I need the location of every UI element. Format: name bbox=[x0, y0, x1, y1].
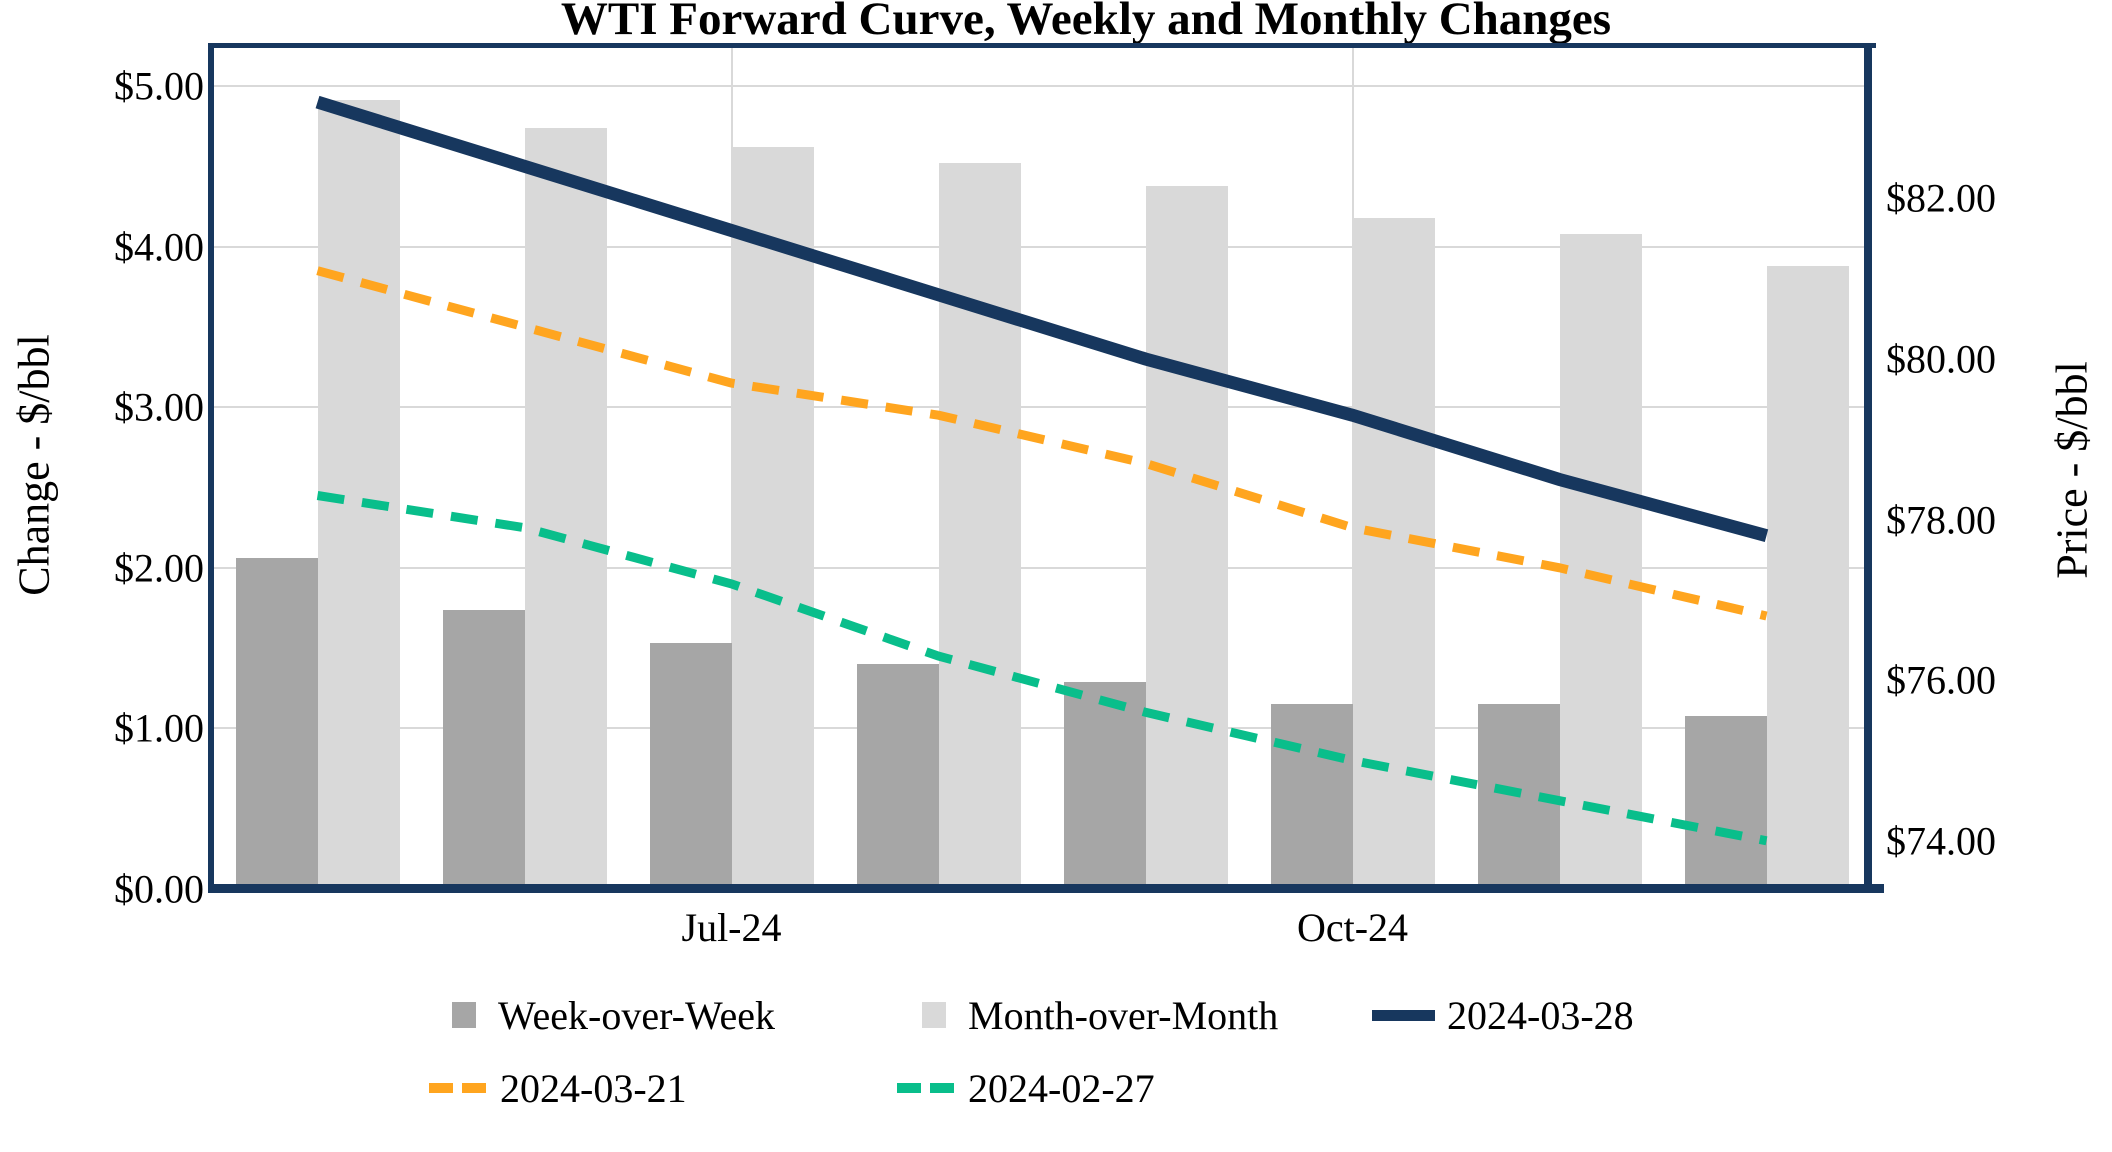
month-over-month-bar-Nov-24 bbox=[1559, 233, 1642, 889]
right-tick-$76.00: $76.00 bbox=[1886, 657, 1996, 703]
horizontal-gridline bbox=[214, 85, 1870, 87]
green-dash-swatch bbox=[897, 1083, 954, 1093]
legend-label: 2024-03-21 bbox=[500, 1065, 687, 1111]
legend-item-2024-03-21: 2024-03-21 bbox=[429, 1064, 687, 1112]
legend-label: 2024-03-28 bbox=[1447, 992, 1634, 1038]
legend-item-month-over-month: Month-over-Month bbox=[922, 991, 1278, 1039]
right-axis-line bbox=[1864, 43, 1872, 891]
month-over-month-bar-Sep-24 bbox=[1145, 185, 1228, 889]
plot-frame-top bbox=[208, 43, 1876, 48]
week-over-week-bar-Jul-24 bbox=[649, 643, 732, 889]
legend-label: 2024-02-27 bbox=[968, 1065, 1155, 1111]
price-line-2024-02-27 bbox=[316, 491, 1768, 846]
chart-title: WTI Forward Curve, Weekly and Monthly Ch… bbox=[560, 0, 1612, 45]
price-line-2024-03-28 bbox=[315, 95, 1769, 542]
month-over-month-bar-Aug-24 bbox=[938, 163, 1021, 889]
right-tick-$82.00: $82.00 bbox=[1886, 175, 1996, 221]
horizontal-gridline bbox=[214, 245, 1870, 248]
left-tick-$4.00: $4.00 bbox=[114, 224, 204, 270]
x-label-Jul-24: Jul-24 bbox=[681, 905, 782, 950]
left-tick-$0.00: $0.00 bbox=[114, 866, 204, 912]
week-over-week-bar-Aug-24 bbox=[856, 664, 939, 889]
month-over-month-bar-Jun-24 bbox=[524, 127, 607, 889]
x-axis-line bbox=[208, 884, 1884, 893]
x-label-Oct-24: Oct-24 bbox=[1296, 905, 1409, 950]
orange-dash-swatch bbox=[429, 1083, 486, 1093]
left-axis-title: Change - $/bbl bbox=[9, 334, 59, 596]
right-tick-$78.00: $78.00 bbox=[1886, 497, 1996, 543]
horizontal-gridline bbox=[214, 406, 1870, 409]
month-over-month-swatch bbox=[922, 1002, 946, 1028]
price-lines-svg bbox=[315, 95, 1769, 846]
legend-item-2024-02-27: 2024-02-27 bbox=[897, 1064, 1155, 1112]
month-over-month-bar-Jul-24 bbox=[731, 147, 814, 889]
week-over-week-bar-Sep-24 bbox=[1063, 681, 1146, 889]
right-tick-$74.00: $74.00 bbox=[1886, 818, 1996, 864]
left-tick-$5.00: $5.00 bbox=[114, 63, 204, 109]
plot-area bbox=[214, 45, 1870, 889]
week-over-week-bar-Jun-24 bbox=[442, 609, 525, 889]
week-over-week-bar-Dec-24 bbox=[1684, 715, 1767, 889]
right-tick-$80.00: $80.00 bbox=[1886, 336, 1996, 382]
week-over-week-bar-Oct-24 bbox=[1270, 704, 1353, 889]
left-tick-$2.00: $2.00 bbox=[114, 545, 204, 591]
legend-item-2024-03-28: 2024-03-28 bbox=[1372, 991, 1634, 1039]
month-over-month-bar-Dec-24 bbox=[1766, 265, 1849, 889]
right-axis-title: Price - $/bbl bbox=[2047, 361, 2097, 579]
legend-item-week-over-week: Week-over-Week bbox=[452, 991, 775, 1039]
week-over-week-swatch bbox=[452, 1002, 476, 1028]
horizontal-gridline bbox=[214, 727, 1870, 730]
solid-line-swatch bbox=[1372, 1009, 1435, 1021]
horizontal-gridline bbox=[214, 566, 1870, 569]
legend-label: Month-over-Month bbox=[968, 992, 1279, 1038]
week-over-week-bar-May-24 bbox=[235, 558, 318, 889]
left-axis-line bbox=[208, 43, 214, 891]
left-tick-$3.00: $3.00 bbox=[114, 384, 204, 430]
legend-label: Week-over-Week bbox=[498, 992, 776, 1038]
left-tick-$1.00: $1.00 bbox=[114, 705, 204, 751]
price-line-2024-03-21 bbox=[316, 266, 1768, 621]
